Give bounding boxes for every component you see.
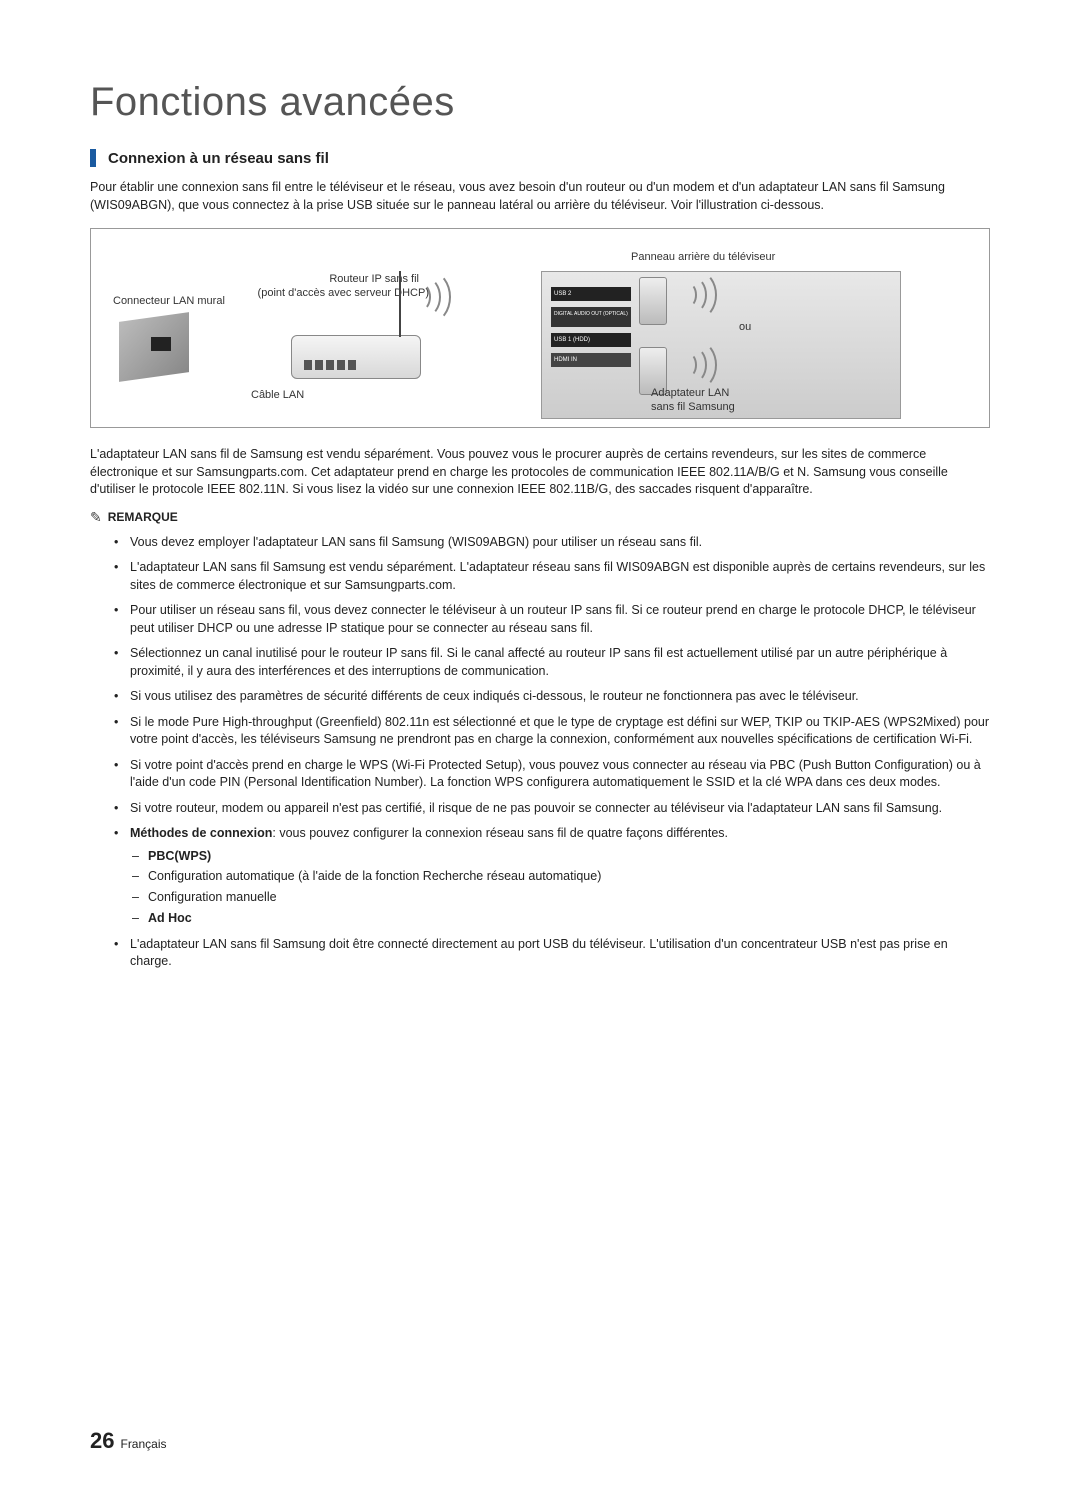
method-auto: Configuration automatique (à l'aide de l… — [148, 869, 601, 883]
remark-item: Si le mode Pure High-throughput (Greenfi… — [130, 714, 990, 749]
remark-item: Vous devez employer l'adaptateur LAN san… — [130, 534, 990, 552]
methods-lead-bold: Méthodes de connexion — [130, 826, 272, 840]
wall-port-icon — [151, 337, 171, 351]
section-title: Connexion à un réseau sans fil — [108, 150, 329, 167]
adapter-label-1: Adaptateur LAN — [651, 387, 729, 399]
method-sub-item: Configuration manuelle — [148, 888, 990, 907]
router-icon — [291, 335, 421, 379]
remark-item: Si vous utilisez des paramètres de sécur… — [130, 688, 990, 706]
methods-lead-rest: : vous pouvez configurer la connexion ré… — [272, 826, 728, 840]
remark-item: L'adaptateur LAN sans fil Samsung est ve… — [130, 559, 990, 594]
section-accent-bar — [90, 149, 96, 167]
router-antenna-icon — [399, 271, 401, 337]
connection-diagram: Connecteur LAN mural Routeur IP sans fil… — [90, 228, 990, 428]
remarque-label: REMARQUE — [108, 510, 178, 524]
method-sub-item: Configuration automatique (à l'aide de l… — [148, 867, 990, 886]
remark-item: Pour utiliser un réseau sans fil, vous d… — [130, 602, 990, 637]
adapter-top-icon — [639, 277, 667, 325]
intro-paragraph: Pour établir une connexion sans fil entr… — [90, 179, 990, 214]
remark-item-methods: Méthodes de connexion: vous pouvez confi… — [130, 825, 990, 928]
wall-connector-label: Connecteur LAN mural — [113, 295, 225, 307]
port-usb1: USB 1 (HDD) — [551, 333, 631, 347]
method-manual: Configuration manuelle — [148, 890, 277, 904]
remarque-heading: ✎ REMARQUE — [90, 509, 990, 526]
remark-item: Sélectionnez un canal inutilisé pour le … — [130, 645, 990, 680]
page-title: Fonctions avancées — [90, 80, 990, 125]
remark-item: Si votre point d'accès prend en charge l… — [130, 757, 990, 792]
adapter-label-2: sans fil Samsung — [651, 401, 735, 413]
remark-item: L'adaptateur LAN sans fil Samsung doit ê… — [130, 936, 990, 971]
page-footer: 26 Français — [90, 1428, 167, 1454]
tv-ports: USB 2 DIGITAL AUDIO OUT (OPTICAL) USB 1 … — [551, 287, 631, 373]
method-sub-item: Ad Hoc — [148, 909, 990, 928]
remarks-list: Vous devez employer l'adaptateur LAN san… — [90, 534, 990, 971]
note-icon: ✎ — [90, 509, 102, 526]
port-usb2: USB 2 — [551, 287, 631, 301]
adapter-description-paragraph: L'adaptateur LAN sans fil de Samsung est… — [90, 446, 990, 499]
page-language-label: Français — [120, 1437, 166, 1451]
section-heading: Connexion à un réseau sans fil — [90, 149, 990, 167]
methods-sublist: PBC(WPS) Configuration automatique (à l'… — [130, 847, 990, 928]
method-pbc: PBC(WPS) — [148, 849, 211, 863]
or-label: ou — [739, 321, 751, 333]
remark-item: Si votre routeur, modem ou appareil n'es… — [130, 800, 990, 818]
method-sub-item: PBC(WPS) — [148, 847, 990, 866]
page-number: 26 — [90, 1428, 114, 1454]
method-adhoc: Ad Hoc — [148, 911, 192, 925]
port-optical: DIGITAL AUDIO OUT (OPTICAL) — [551, 307, 631, 327]
port-hdmi: HDMI IN — [551, 353, 631, 367]
tv-back-label: Panneau arrière du téléviseur — [631, 251, 775, 263]
router-title-label: Routeur IP sans fil — [299, 273, 419, 285]
lan-cable-label: Câble LAN — [251, 389, 304, 401]
